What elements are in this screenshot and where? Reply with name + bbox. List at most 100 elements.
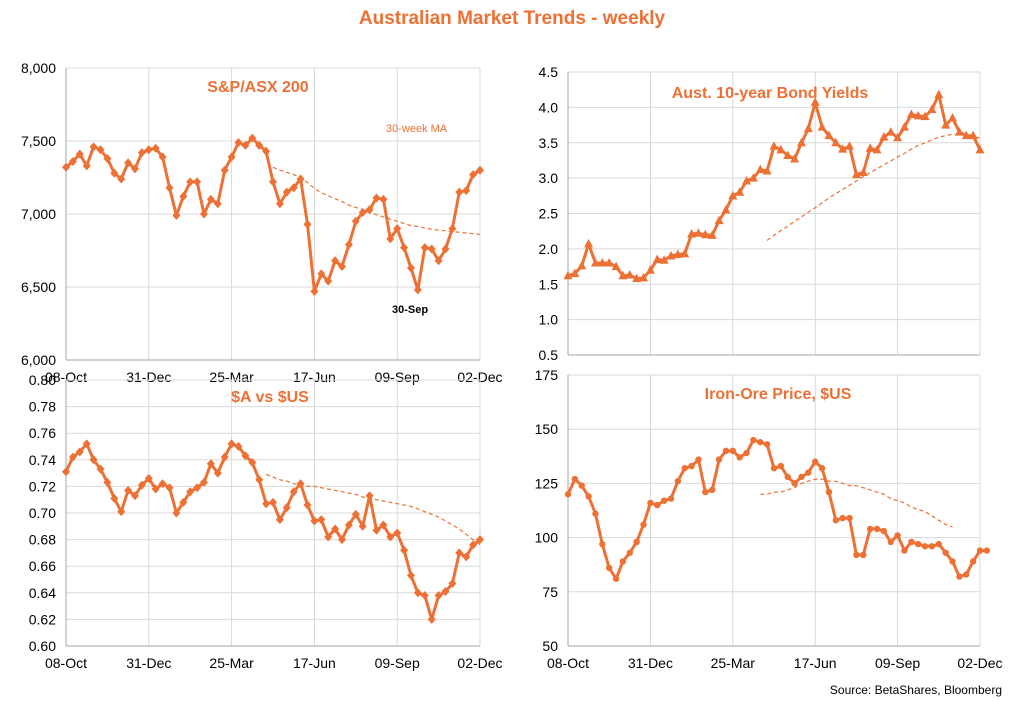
data-point bbox=[82, 439, 91, 449]
data-point bbox=[845, 141, 855, 150]
data-point bbox=[604, 258, 614, 267]
data-point bbox=[831, 137, 841, 147]
data-point bbox=[303, 500, 312, 510]
data-point bbox=[386, 532, 395, 542]
data-point bbox=[921, 543, 929, 550]
data-point bbox=[906, 109, 916, 118]
x-tick-label: 02-Dec bbox=[457, 655, 502, 671]
y-tick-label: 6,500 bbox=[21, 279, 56, 295]
data-point bbox=[784, 473, 791, 481]
data-point bbox=[770, 465, 778, 472]
y-tick-label: 3.5 bbox=[539, 135, 559, 151]
y-tick-label: 0.60 bbox=[29, 638, 56, 654]
data-point bbox=[213, 468, 222, 478]
data-point bbox=[700, 229, 710, 239]
data-point bbox=[928, 543, 936, 550]
y-tick-label: 0.76 bbox=[29, 425, 56, 441]
data-point bbox=[571, 475, 579, 483]
data-point bbox=[344, 520, 353, 530]
x-tick-label: 25-Mar bbox=[711, 655, 756, 671]
low-annotation: 30-Sep bbox=[392, 304, 428, 316]
y-tick-label: 1.0 bbox=[539, 312, 559, 328]
data-point bbox=[186, 487, 195, 497]
data-point bbox=[262, 499, 271, 509]
data-point bbox=[969, 558, 977, 565]
panel-2: 0.5 1.0 1.5 2.0 2.5 3.0 3.5 4.0 4.5 Aust. 10-year… bbox=[539, 64, 985, 363]
data-point bbox=[735, 187, 745, 196]
data-point bbox=[434, 256, 443, 266]
data-point bbox=[124, 485, 133, 495]
data-point bbox=[956, 573, 963, 580]
data-point bbox=[455, 548, 464, 558]
y-tick-label: 0.62 bbox=[29, 611, 56, 627]
data-point bbox=[640, 521, 647, 528]
data-point bbox=[652, 254, 662, 263]
data-point bbox=[743, 449, 750, 457]
y-tick-label: 2.0 bbox=[539, 241, 559, 257]
x-tick-label: 08-Oct bbox=[45, 369, 87, 385]
data-point bbox=[241, 451, 250, 461]
data-point bbox=[338, 262, 346, 272]
data-point bbox=[872, 144, 882, 154]
data-point bbox=[89, 142, 98, 152]
y-tick-label: 0.66 bbox=[29, 558, 56, 574]
data-point bbox=[812, 458, 819, 465]
x-tick-label: 17-Jun bbox=[794, 655, 837, 671]
data-point bbox=[275, 199, 284, 209]
data-point bbox=[577, 260, 587, 270]
y-tick-label: 175 bbox=[535, 367, 559, 383]
data-point bbox=[597, 258, 607, 267]
data-point bbox=[262, 146, 271, 156]
data-point bbox=[750, 436, 757, 444]
y-tick-label: 0.5 bbox=[539, 347, 559, 363]
data-point bbox=[393, 528, 402, 538]
x-tick-label: 31-Dec bbox=[126, 369, 171, 385]
data-point bbox=[709, 486, 716, 494]
data-point bbox=[853, 551, 860, 559]
data-point bbox=[680, 248, 690, 258]
series-line bbox=[567, 93, 982, 281]
data-point bbox=[915, 540, 922, 548]
data-point bbox=[927, 104, 937, 113]
data-point bbox=[654, 501, 661, 509]
y-tick-label: 150 bbox=[535, 421, 559, 437]
x-tick-label: 02-Dec bbox=[457, 369, 502, 385]
data-point bbox=[748, 173, 758, 182]
y-tick-label: 2.5 bbox=[539, 206, 559, 222]
data-point bbox=[570, 268, 580, 278]
panel-title: Iron-Ore Price, $US bbox=[705, 386, 852, 403]
data-point bbox=[365, 491, 374, 501]
data-point bbox=[673, 249, 683, 259]
data-point bbox=[776, 144, 786, 154]
data-point bbox=[117, 507, 126, 517]
data-point bbox=[193, 483, 202, 493]
data-point bbox=[796, 137, 806, 147]
data-point bbox=[110, 493, 119, 503]
data-point bbox=[963, 571, 970, 578]
data-point bbox=[687, 229, 697, 238]
data-point bbox=[462, 552, 471, 562]
data-point bbox=[860, 551, 867, 559]
data-point bbox=[584, 238, 594, 248]
data-point bbox=[110, 168, 119, 178]
data-point bbox=[213, 199, 222, 209]
data-point bbox=[317, 269, 326, 279]
data-point bbox=[358, 521, 367, 531]
data-point bbox=[448, 578, 457, 588]
moving-average-line bbox=[272, 166, 481, 235]
data-point bbox=[275, 515, 284, 525]
data-point bbox=[798, 473, 805, 481]
x-tick-label: 31-Dec bbox=[628, 655, 673, 671]
data-point bbox=[729, 447, 736, 455]
data-point bbox=[193, 177, 202, 187]
data-point bbox=[158, 152, 167, 162]
data-point bbox=[954, 127, 964, 136]
y-tick-label: 4.0 bbox=[539, 99, 559, 115]
data-point bbox=[832, 517, 839, 524]
panel-title: S&P/ASX 200 bbox=[207, 79, 308, 96]
data-point bbox=[427, 614, 436, 624]
data-point bbox=[75, 149, 84, 159]
data-point bbox=[137, 480, 146, 490]
data-point bbox=[681, 465, 688, 472]
data-point bbox=[887, 538, 894, 546]
